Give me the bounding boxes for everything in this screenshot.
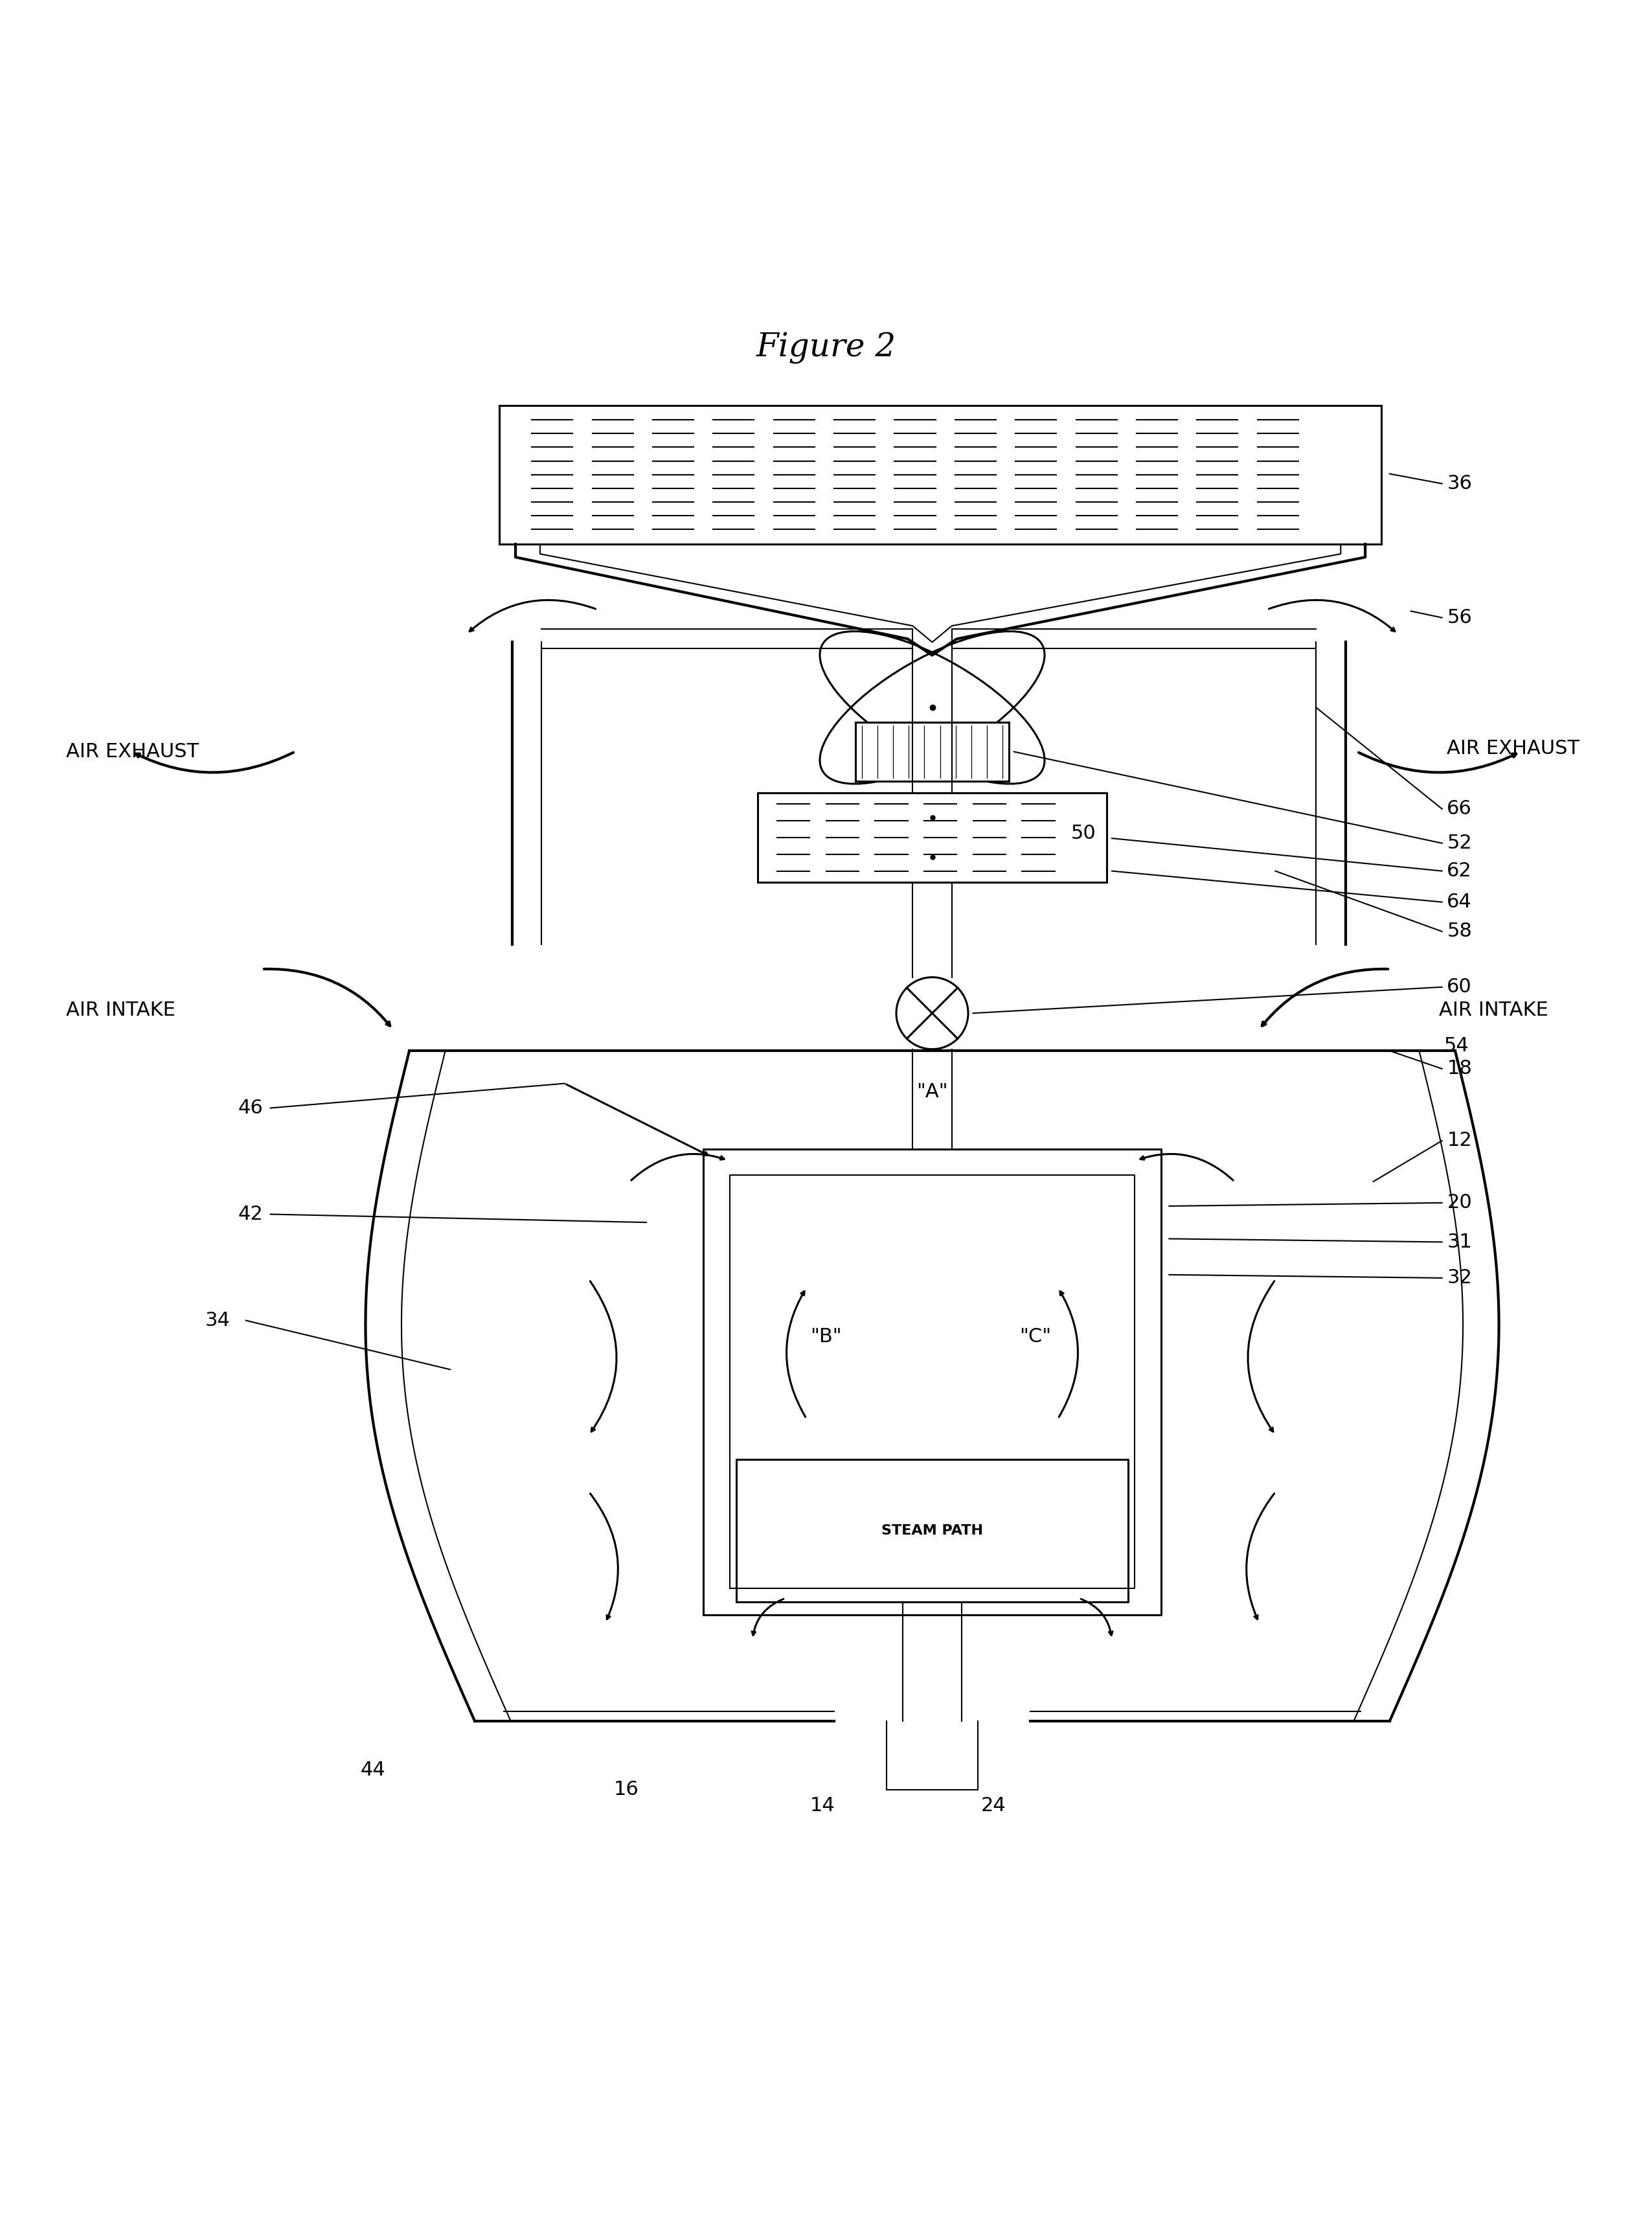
Text: 12: 12: [1447, 1132, 1472, 1150]
Text: 52: 52: [1447, 833, 1472, 853]
Text: 36: 36: [1447, 474, 1472, 492]
Text: 31: 31: [1447, 1232, 1472, 1252]
Polygon shape: [856, 722, 1009, 780]
Text: AIR INTAKE: AIR INTAKE: [66, 1002, 175, 1019]
Text: 50: 50: [1070, 824, 1097, 842]
Text: 58: 58: [1447, 922, 1472, 942]
Text: 42: 42: [238, 1206, 263, 1223]
Text: 20: 20: [1447, 1194, 1472, 1212]
Text: 24: 24: [981, 1797, 1006, 1815]
Text: 46: 46: [238, 1099, 263, 1117]
Text: AIR INTAKE: AIR INTAKE: [1439, 1002, 1548, 1019]
Polygon shape: [757, 793, 1107, 882]
Text: 54: 54: [1444, 1037, 1469, 1055]
Text: STEAM PATH: STEAM PATH: [882, 1525, 983, 1538]
Text: 14: 14: [809, 1797, 834, 1815]
Text: 18: 18: [1447, 1059, 1472, 1079]
Text: 32: 32: [1447, 1268, 1472, 1287]
Text: "C": "C": [1019, 1327, 1051, 1345]
Text: 66: 66: [1447, 800, 1472, 818]
Text: AIR EXHAUST: AIR EXHAUST: [66, 742, 198, 760]
Text: 34: 34: [205, 1312, 230, 1330]
Text: 56: 56: [1447, 607, 1472, 627]
Text: 16: 16: [613, 1779, 639, 1799]
Text: 60: 60: [1447, 977, 1472, 997]
Text: AIR EXHAUST: AIR EXHAUST: [1447, 738, 1579, 758]
Text: 64: 64: [1447, 893, 1472, 911]
Text: 62: 62: [1447, 862, 1472, 880]
Text: 44: 44: [360, 1760, 385, 1779]
Text: "B": "B": [809, 1327, 843, 1345]
Text: "A": "A": [917, 1081, 948, 1101]
Text: Figure 2: Figure 2: [757, 332, 895, 363]
